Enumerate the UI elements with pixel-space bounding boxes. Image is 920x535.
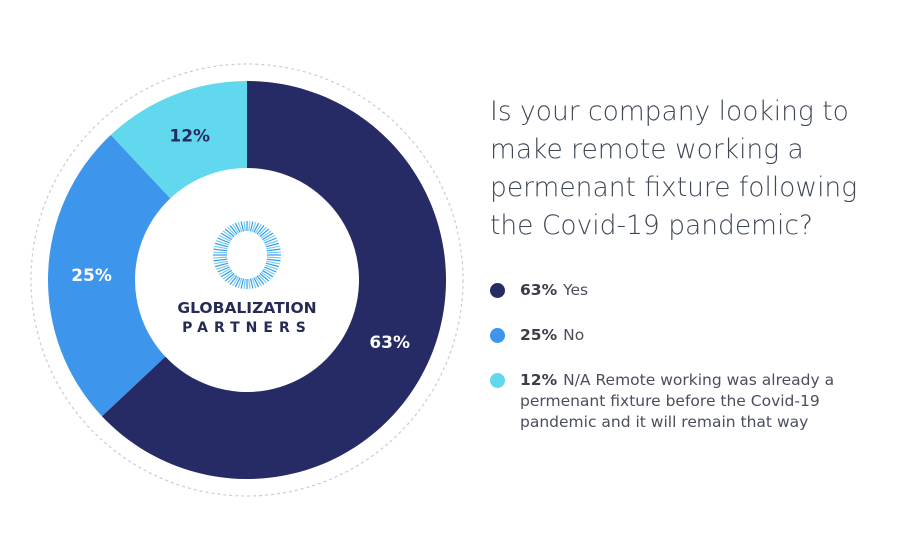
legend-pct: 12% (520, 371, 558, 389)
logo-ray (218, 268, 231, 276)
logo-ray (249, 221, 254, 232)
logo-ray (258, 226, 267, 236)
logo-ray (222, 271, 234, 280)
logo-ray (263, 268, 276, 276)
logo-ray (248, 221, 251, 232)
logo-ray (266, 258, 281, 262)
logo-ray (259, 228, 270, 238)
logo-ray (237, 221, 243, 233)
logo-ray (214, 262, 229, 268)
logo-ray (266, 248, 281, 252)
slice-label: 25% (71, 266, 112, 286)
legend-dot-icon (490, 328, 505, 343)
logo-ray (265, 262, 280, 268)
logo-ray (218, 234, 231, 242)
logo-ray (256, 225, 265, 235)
logo-ray (256, 275, 265, 285)
logo-ray (260, 230, 272, 239)
logo-ray (253, 277, 260, 288)
logo-ray (248, 278, 251, 289)
logo-line1: GLOBALIZATION (177, 299, 316, 317)
legend-label: No (563, 326, 585, 344)
legend-label: N/A Remote working was already a permena… (520, 371, 835, 431)
logo-ray (217, 237, 230, 244)
logo-ray (253, 222, 260, 233)
logo-ray (259, 272, 270, 282)
logo-ray (258, 274, 267, 284)
logo-ray (217, 266, 230, 273)
logo-ray (224, 228, 235, 238)
logo-ray (240, 278, 245, 289)
logo-ray (243, 221, 246, 232)
legend-dot-icon (490, 373, 505, 388)
logo-ray (264, 264, 279, 270)
legend-pct: 25% (520, 326, 558, 344)
logo-ray (229, 225, 238, 235)
logo-ray (254, 223, 262, 234)
dashed-outline (30, 63, 464, 497)
logo-ray (214, 242, 229, 248)
logo-ray (266, 251, 281, 254)
logo-ray (234, 222, 241, 233)
logo-ray (251, 277, 257, 289)
slice-na (110, 81, 248, 199)
logo-ray (227, 274, 236, 284)
logo-ray (229, 275, 238, 285)
logo-ray (213, 258, 228, 262)
logo-ray (264, 237, 277, 244)
logo-ray (224, 272, 235, 282)
logo-ray (265, 242, 280, 248)
logo-ray (232, 223, 240, 234)
logo-ray (264, 240, 279, 246)
logo-ray (220, 232, 232, 241)
legend-item-na: 12% N/A Remote working was already a perm… (490, 370, 850, 433)
logo-ray (254, 276, 262, 287)
logo-ray (266, 256, 281, 259)
logo-ray (266, 245, 280, 250)
logo-ray (232, 276, 240, 287)
logo-ray (240, 221, 245, 232)
slice-no (47, 134, 171, 417)
legend-pct: 63% (520, 281, 558, 299)
logo-ray (262, 269, 274, 278)
logo-ray (234, 277, 241, 288)
legend-label: Yes (563, 281, 589, 299)
logo-ray (266, 260, 280, 265)
slice-label: 12% (169, 126, 210, 146)
logo-icon (213, 221, 281, 289)
legend-item-yes: 63% Yes (490, 280, 850, 301)
logo-ray (214, 245, 228, 250)
legend: 63% Yes 25% No 12% N/A Remote working was a… (490, 280, 850, 457)
logo-ray (249, 278, 254, 289)
logo-line2: PARTNERS (182, 320, 312, 336)
logo-ray (260, 271, 272, 280)
slice-yes (101, 81, 446, 479)
logo-ray (237, 277, 243, 289)
logo-ray (262, 232, 274, 241)
logo-ray (222, 230, 234, 239)
logo-ray (213, 256, 228, 259)
logo-ray (215, 240, 230, 246)
logo-ray (213, 248, 228, 252)
logo-ray (220, 269, 232, 278)
logo-ray (264, 266, 277, 273)
legend-dot-icon (490, 283, 505, 298)
logo-ray (263, 234, 276, 242)
chart-title: Is your company looking to make remote w… (490, 96, 858, 241)
logo-ray (213, 251, 228, 254)
logo-ray (227, 226, 236, 236)
logo-ray (215, 264, 230, 270)
legend-item-no: 25% No (490, 325, 850, 346)
logo-ray (214, 260, 228, 265)
slice-label: 63% (369, 333, 410, 353)
logo-ray (251, 221, 257, 233)
logo-ray (243, 278, 246, 289)
